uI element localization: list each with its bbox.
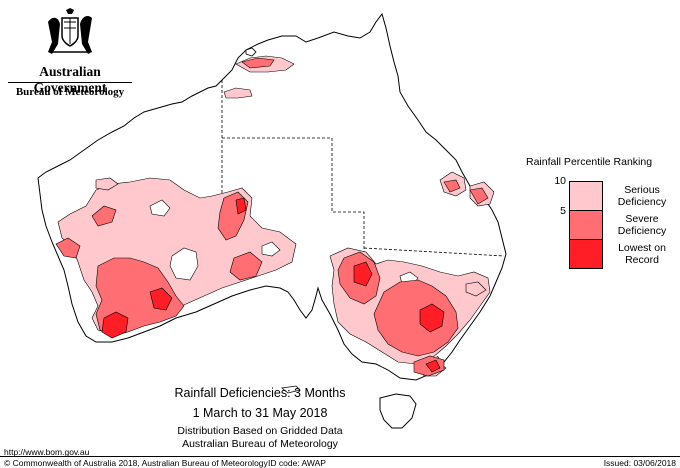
map-organisation: Australian Bureau of Meteorology xyxy=(182,438,338,450)
copyright-notice: © Commonwealth of Australia 2018, Austra… xyxy=(4,458,268,468)
footer-divider xyxy=(0,456,680,457)
lowest-on-record-areas xyxy=(101,197,445,373)
map-period: 1 March to 31 May 2018 xyxy=(192,406,328,420)
tasmania-outline xyxy=(379,393,417,429)
logo-divider xyxy=(8,82,132,83)
id-code: ID code: AWAP xyxy=(268,458,326,468)
legend-swatch-severe xyxy=(569,210,603,240)
legend-title: Rainfall Percentile Ranking xyxy=(526,156,653,168)
island-outline xyxy=(245,47,257,57)
no-deficiency-holes xyxy=(149,199,419,287)
legend-label-serious: Serious Deficiency xyxy=(617,184,667,208)
map-title: Rainfall Deficiencies: 3 Months xyxy=(174,386,346,400)
legend-label-lowest: Lowest on Record xyxy=(618,242,666,266)
legend-label-severe: Severe Deficiency xyxy=(617,213,667,237)
map-distribution-note: Distribution Based on Gridded Data xyxy=(177,425,343,437)
government-title: Australian Government xyxy=(33,64,107,95)
legend-tick-10: 10 xyxy=(554,175,566,187)
issued-date: Issued: 03/06/2018 xyxy=(603,458,676,468)
legend-tick-5: 5 xyxy=(560,205,566,217)
island-outline xyxy=(281,385,301,394)
coat-of-arms-icon xyxy=(48,8,92,54)
legend-swatch-serious xyxy=(569,181,603,211)
bureau-title: Bureau of Meteorology xyxy=(15,86,125,98)
website-link[interactable]: http://www.bom.gov.au xyxy=(4,447,90,457)
legend-swatch-lowest xyxy=(569,239,603,269)
